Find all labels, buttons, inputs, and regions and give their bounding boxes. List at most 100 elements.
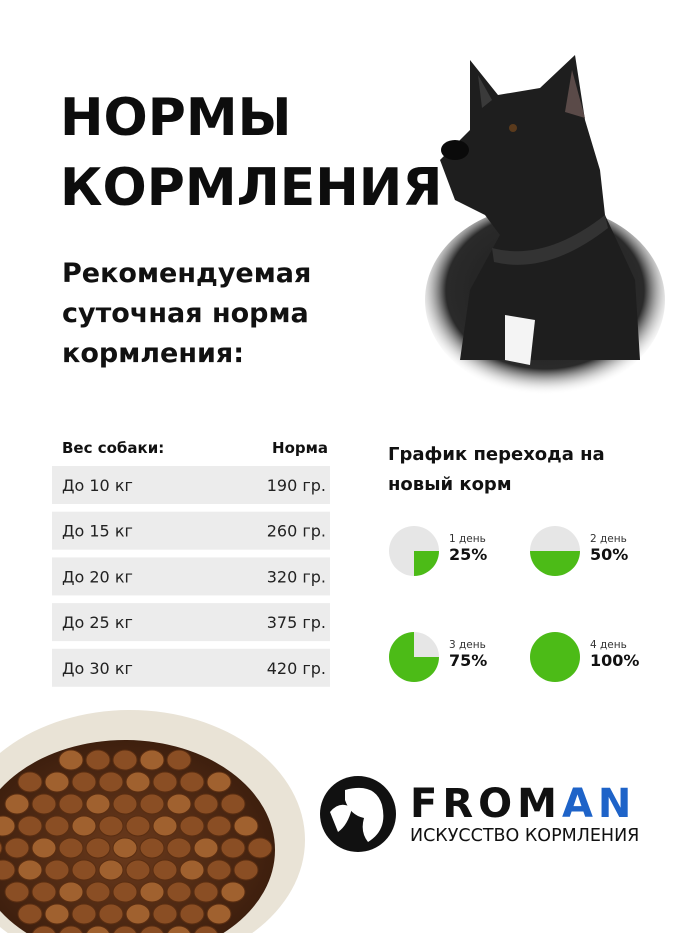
pie-slice	[389, 632, 439, 682]
brand-name-dark: FROM	[410, 781, 562, 827]
kibble	[125, 815, 151, 837]
day-label: 1 день	[449, 533, 486, 545]
subtitle: кормления:	[62, 338, 244, 369]
kibble	[112, 837, 138, 859]
kibble	[233, 859, 259, 881]
kibble	[0, 859, 16, 881]
percent-label: 75%	[449, 651, 487, 670]
feeding-table: Вес собаки: Норма До 10 кг 190 гр. До 15 к…	[52, 439, 330, 687]
kibble	[152, 859, 178, 881]
kibble	[58, 837, 84, 859]
kibble	[85, 749, 111, 771]
kibble	[112, 881, 138, 903]
kibble	[85, 881, 111, 903]
brand-tagline: ИСКУССТВО КОРМЛЕНИЯ	[410, 826, 639, 846]
kibble	[17, 859, 43, 881]
kibble	[139, 837, 165, 859]
title: КОРМЛЕНИЯ	[60, 158, 442, 218]
kibble	[4, 837, 30, 859]
kibble	[44, 903, 70, 925]
kibble	[71, 903, 97, 925]
pie-slice	[530, 551, 580, 576]
kibble	[112, 749, 138, 771]
weight-cell: До 30 кг	[62, 659, 133, 678]
kibble	[152, 903, 178, 925]
kibble	[193, 793, 219, 815]
percent-label: 50%	[590, 545, 628, 564]
table-row	[52, 466, 330, 504]
weight-cell: До 20 кг	[62, 567, 133, 586]
brand-logo: FROMAN ИСКУССТВО КОРМЛЕНИЯ	[320, 776, 639, 852]
kibble	[179, 859, 205, 881]
kibble	[179, 815, 205, 837]
kibble	[247, 837, 273, 859]
kibble	[206, 815, 232, 837]
day-label: 2 день	[590, 533, 627, 545]
kibble	[71, 859, 97, 881]
kibble	[152, 771, 178, 793]
subtitle: суточная норма	[62, 298, 309, 329]
kibble	[0, 815, 16, 837]
kibble	[139, 793, 165, 815]
subtitle: Рекомендуемая	[62, 258, 311, 289]
kibble	[112, 793, 138, 815]
kibble	[98, 903, 124, 925]
kibble	[17, 903, 43, 925]
weight-cell: До 25 кг	[62, 613, 133, 632]
kibble	[125, 903, 151, 925]
kibble	[139, 881, 165, 903]
percent-label: 100%	[590, 651, 639, 670]
kibble	[206, 903, 232, 925]
weight-cell: До 15 кг	[62, 522, 133, 541]
kibble	[17, 815, 43, 837]
kibble	[85, 837, 111, 859]
kibble	[71, 815, 97, 837]
kibble	[44, 815, 70, 837]
kibble	[125, 771, 151, 793]
kibble	[125, 859, 151, 881]
kibble	[193, 837, 219, 859]
norm-cell: 260 гр.	[267, 522, 326, 541]
table-row	[52, 557, 330, 596]
title: НОРМЫ	[60, 88, 291, 148]
kibble	[31, 881, 57, 903]
kibble	[71, 771, 97, 793]
norm-cell: 320 гр.	[267, 567, 326, 586]
column-header: Норма	[272, 439, 328, 457]
pie-slice	[414, 551, 439, 576]
kibble	[4, 881, 30, 903]
norm-cell: 375 гр.	[267, 613, 326, 632]
kibble	[166, 749, 192, 771]
kibble	[206, 859, 232, 881]
kibble	[31, 837, 57, 859]
section-title: новый корм	[388, 474, 512, 495]
kibble	[206, 771, 232, 793]
kibble	[4, 793, 30, 815]
kibble	[44, 859, 70, 881]
kibble	[166, 881, 192, 903]
kibble	[0, 841, 3, 855]
kibble	[58, 881, 84, 903]
percent-label: 25%	[449, 545, 487, 564]
kibble	[58, 793, 84, 815]
norm-cell: 420 гр.	[267, 659, 326, 678]
kibble	[98, 771, 124, 793]
kibble	[220, 837, 246, 859]
day-label: 3 день	[449, 639, 486, 651]
kibble	[220, 881, 246, 903]
kibble	[85, 793, 111, 815]
day-label: 4 день	[590, 639, 627, 651]
brand-name: FROMAN	[410, 781, 636, 827]
table-row	[52, 511, 330, 550]
pie-slice	[530, 632, 580, 682]
kibble	[193, 881, 219, 903]
dog-illustration	[425, 55, 665, 395]
kibble	[98, 859, 124, 881]
weight-cell: До 10 кг	[62, 476, 133, 495]
kibble	[166, 793, 192, 815]
table-row	[52, 603, 330, 642]
table-row	[52, 648, 330, 687]
food-bowl	[0, 710, 305, 937]
